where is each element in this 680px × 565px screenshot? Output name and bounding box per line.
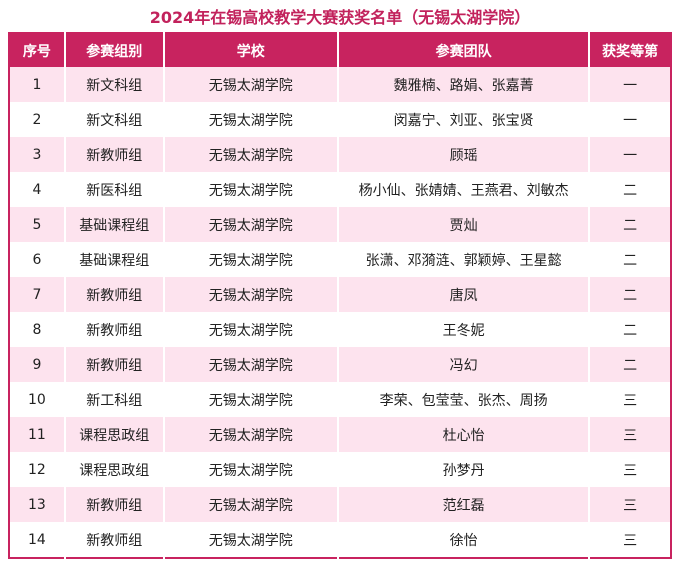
cell-col-team: 冯幻 xyxy=(336,347,590,382)
cell-col-school: 无锡太湖学院 xyxy=(162,277,338,312)
cell-col-school: 无锡太湖学院 xyxy=(162,172,338,207)
cell-col-award: 三 xyxy=(588,452,671,487)
cell-col-team: 杨小仙、张婧婧、王燕君、刘敏杰 xyxy=(336,172,590,207)
table-row: 2 新文科组 无锡太湖学院 闵嘉宁、刘亚、张宝贤一 xyxy=(9,102,671,137)
cell-col-team: 李荣、包莹莹、张杰、周扬 xyxy=(336,382,590,417)
table-row: 14 新教师组 无锡太湖学院 徐怡三 xyxy=(9,522,671,558)
cell-col-award: 二 xyxy=(588,347,671,382)
cell-col-school: 无锡太湖学院 xyxy=(162,137,338,172)
cell-col-index: 2 xyxy=(9,102,65,137)
cell-col-group: 基础课程组 xyxy=(63,207,164,242)
cell-col-index: 12 xyxy=(9,452,65,487)
cell-col-group: 新教师组 xyxy=(63,487,164,522)
table-row: 5 基础课程组 无锡太湖学院 贾灿二 xyxy=(9,207,671,242)
cell-col-school: 无锡太湖学院 xyxy=(162,312,338,347)
cell-col-school: 无锡太湖学院 xyxy=(162,242,338,277)
cell-col-school: 无锡太湖学院 xyxy=(162,207,338,242)
table-row: 1 新文科组 无锡太湖学院 魏雅楠、路娟、张嘉菁一 xyxy=(9,67,671,102)
table-row: 10 新工科组 无锡太湖学院 李荣、包莹莹、张杰、周扬三 xyxy=(9,382,671,417)
cell-col-group: 基础课程组 xyxy=(63,242,164,277)
cell-col-school: 无锡太湖学院 xyxy=(162,452,338,487)
cell-col-team: 杜心怡 xyxy=(336,417,590,452)
cell-col-group: 新教师组 xyxy=(63,137,164,172)
cell-col-index: 3 xyxy=(9,137,65,172)
cell-col-index: 14 xyxy=(9,522,65,558)
cell-col-school: 无锡太湖学院 xyxy=(162,487,338,522)
table-row: 11 课程思政组 无锡太湖学院 杜心怡三 xyxy=(9,417,671,452)
cell-col-team: 徐怡 xyxy=(336,522,590,558)
header-row: 序号 参赛组别 学校 参赛团队 获奖等第 xyxy=(9,33,671,67)
cell-col-group: 课程思政组 xyxy=(63,417,164,452)
cell-col-group: 新教师组 xyxy=(63,312,164,347)
cell-col-school: 无锡太湖学院 xyxy=(162,347,338,382)
cell-col-index: 11 xyxy=(9,417,65,452)
cell-col-award: 二 xyxy=(588,172,671,207)
table-row: 7 新教师组 无锡太湖学院 唐凤二 xyxy=(9,277,671,312)
cell-col-team: 闵嘉宁、刘亚、张宝贤 xyxy=(336,102,590,137)
cell-col-index: 7 xyxy=(9,277,65,312)
cell-col-group: 新工科组 xyxy=(63,382,164,417)
cell-col-team: 唐凤 xyxy=(336,277,590,312)
cell-col-team: 张潇、邓漪涟、郭颖婷、王星懿 xyxy=(336,242,590,277)
table-row: 9 新教师组 无锡太湖学院 冯幻二 xyxy=(9,347,671,382)
header-col-award: 获奖等第 xyxy=(588,33,671,67)
cell-col-group: 课程思政组 xyxy=(63,452,164,487)
cell-col-award: 三 xyxy=(588,522,671,558)
table-row: 8 新教师组 无锡太湖学院 王冬妮二 xyxy=(9,312,671,347)
cell-col-award: 二 xyxy=(588,277,671,312)
cell-col-index: 1 xyxy=(9,67,65,102)
awards-table: 序号 参赛组别 学校 参赛团队 获奖等第 1 新文科组 无锡太湖学院 魏雅楠、路娟、张嘉菁一 2… xyxy=(8,32,672,559)
table-row: 6 基础课程组 无锡太湖学院 张潇、邓漪涟、郭颖婷、王星懿二 xyxy=(9,242,671,277)
cell-col-group: 新文科组 xyxy=(63,67,164,102)
cell-col-award: 三 xyxy=(588,487,671,522)
cell-col-index: 5 xyxy=(9,207,65,242)
cell-col-group: 新文科组 xyxy=(63,102,164,137)
header-col-index: 序号 xyxy=(9,33,65,67)
cell-col-team: 魏雅楠、路娟、张嘉菁 xyxy=(336,67,590,102)
cell-col-index: 9 xyxy=(9,347,65,382)
cell-col-school: 无锡太湖学院 xyxy=(162,382,338,417)
header-col-school: 学校 xyxy=(162,33,338,67)
cell-col-school: 无锡太湖学院 xyxy=(162,67,338,102)
cell-col-school: 无锡太湖学院 xyxy=(162,102,338,137)
table-row: 3 新教师组 无锡太湖学院 顾瑶一 xyxy=(9,137,671,172)
cell-col-team: 贾灿 xyxy=(336,207,590,242)
table-row: 12 课程思政组 无锡太湖学院 孙梦丹三 xyxy=(9,452,671,487)
cell-col-group: 新医科组 xyxy=(63,172,164,207)
cell-col-award: 二 xyxy=(588,207,671,242)
header-col-group: 参赛组别 xyxy=(63,33,164,67)
cell-col-index: 6 xyxy=(9,242,65,277)
cell-col-award: 一 xyxy=(588,102,671,137)
cell-col-school: 无锡太湖学院 xyxy=(162,417,338,452)
page-title: 2024年在锡高校教学大赛获奖名单（无锡太湖学院） xyxy=(149,8,531,27)
cell-col-team: 范红磊 xyxy=(336,487,590,522)
cell-col-group: 新教师组 xyxy=(63,522,164,558)
cell-col-team: 王冬妮 xyxy=(336,312,590,347)
cell-col-index: 13 xyxy=(9,487,65,522)
cell-col-school: 无锡太湖学院 xyxy=(162,522,338,558)
cell-col-index: 10 xyxy=(9,382,65,417)
cell-col-index: 8 xyxy=(9,312,65,347)
cell-col-team: 顾瑶 xyxy=(336,137,590,172)
cell-col-index: 4 xyxy=(9,172,65,207)
cell-col-team: 孙梦丹 xyxy=(336,452,590,487)
cell-col-group: 新教师组 xyxy=(63,277,164,312)
table-row: 4 新医科组 无锡太湖学院 杨小仙、张婧婧、王燕君、刘敏杰二 xyxy=(9,172,671,207)
cell-col-award: 三 xyxy=(588,382,671,417)
header-col-team: 参赛团队 xyxy=(336,33,590,67)
cell-col-award: 三 xyxy=(588,417,671,452)
cell-col-award: 一 xyxy=(588,67,671,102)
cell-col-award: 一 xyxy=(588,137,671,172)
table-row: 13 新教师组 无锡太湖学院 范红磊三 xyxy=(9,487,671,522)
cell-col-group: 新教师组 xyxy=(63,347,164,382)
cell-col-award: 二 xyxy=(588,312,671,347)
cell-col-award: 二 xyxy=(588,242,671,277)
